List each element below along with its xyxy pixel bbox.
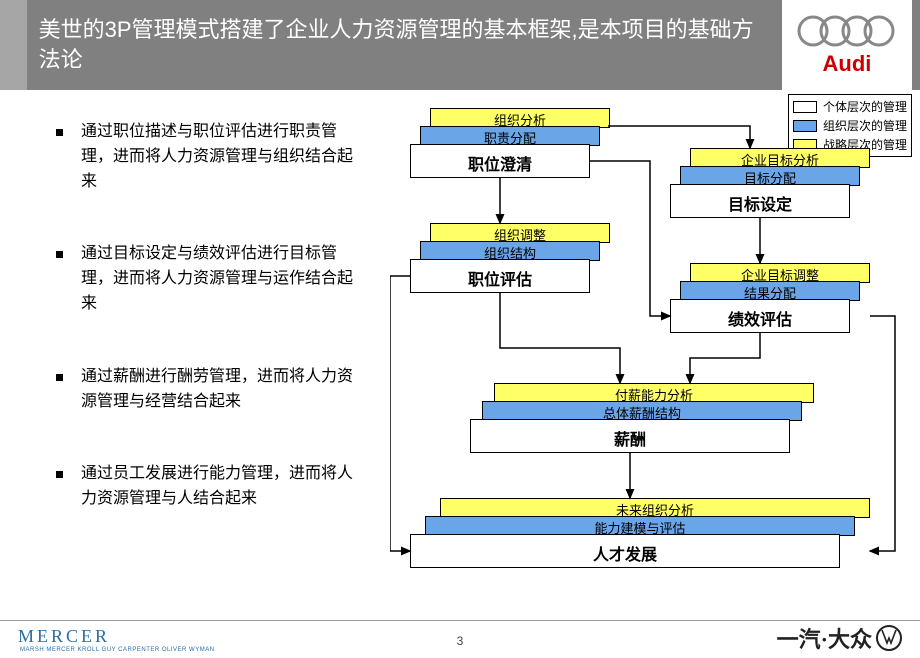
bullet-marker-icon: [56, 129, 63, 136]
layer-blue: 能力建模与评估: [425, 516, 855, 536]
layer-yellow: 企业目标分析: [690, 148, 870, 168]
layer-blue: 职责分配: [420, 126, 600, 146]
slide-footer: MERCER MARSH MERCER KROLL GUY CARPENTER …: [0, 620, 920, 658]
layer-blue: 组织结构: [420, 241, 600, 261]
bullet-marker-icon: [56, 251, 63, 258]
layer-yellow: 组织分析: [430, 108, 610, 128]
stack-position-eval: 组织调整 组织结构 职位评估: [410, 223, 610, 293]
slide-header: 美世的3P管理模式搭建了企业人力资源管理的基本框架,是本项目的基础方法论 Aud…: [0, 0, 920, 90]
audi-wordmark: Audi: [823, 51, 872, 77]
vw-logo-icon: [876, 625, 902, 651]
bullet-item: 通过员工发展进行能力管理，进而将人力资源管理与人结合起来: [56, 462, 366, 512]
header-accent: [0, 0, 27, 90]
layer-yellow: 未来组织分析: [440, 498, 870, 518]
stack-position-clarify: 组织分析 职责分配 职位澄清: [410, 108, 610, 178]
layer-blue: 目标分配: [680, 166, 860, 186]
stack-talent-dev: 未来组织分析 能力建模与评估 人才发展: [410, 498, 890, 568]
flowchart: 组织分析 职责分配 职位澄清 企业目标分析 目标分配 目标设定 组织调整 组织结…: [390, 108, 910, 618]
footer-left: MERCER MARSH MERCER KROLL GUY CARPENTER …: [18, 626, 215, 653]
bullet-text: 通过目标设定与绩效评估进行目标管理，进而将人力资源管理与运作结合起来: [81, 242, 366, 316]
bullet-text: 通过薪酬进行酬劳管理，进而将人力资源管理与经营结合起来: [81, 365, 366, 415]
layer-white: 职位评估: [410, 259, 590, 293]
slide-body: 通过职位描述与职位评估进行职责管理，进而将人力资源管理与组织结合起来 通过目标设…: [0, 90, 920, 620]
audi-rings-icon: [795, 13, 899, 49]
layer-yellow: 组织调整: [430, 223, 610, 243]
faw-vw-logo: 一汽·大众: [777, 622, 902, 654]
bullet-text: 通过员工发展进行能力管理，进而将人力资源管理与人结合起来: [81, 462, 366, 512]
bullet-text: 通过职位描述与职位评估进行职责管理，进而将人力资源管理与组织结合起来: [81, 120, 366, 194]
bullet-marker-icon: [56, 374, 63, 381]
layer-blue: 总体薪酬结构: [482, 401, 802, 421]
bullet-item: 通过职位描述与职位评估进行职责管理，进而将人力资源管理与组织结合起来: [56, 120, 366, 194]
stack-perf-eval: 企业目标调整 结果分配 绩效评估: [670, 263, 870, 333]
mercer-sub: MARSH MERCER KROLL GUY CARPENTER OLIVER …: [20, 647, 215, 653]
page-number: 3: [457, 634, 464, 648]
stack-goal-setting: 企业目标分析 目标分配 目标设定: [670, 148, 870, 218]
layer-blue: 结果分配: [680, 281, 860, 301]
mercer-logo: MERCER: [18, 626, 215, 647]
layer-white: 绩效评估: [670, 299, 850, 333]
layer-white: 职位澄清: [410, 144, 590, 178]
stack-compensation: 付薪能力分析 总体薪酬结构 薪酬: [470, 383, 830, 453]
layer-yellow: 付薪能力分析: [494, 383, 814, 403]
bullet-marker-icon: [56, 471, 63, 478]
layer-white: 人才发展: [410, 534, 840, 568]
bullet-list: 通过职位描述与职位评估进行职责管理，进而将人力资源管理与组织结合起来 通过目标设…: [56, 120, 366, 560]
layer-yellow: 企业目标调整: [690, 263, 870, 283]
audi-logo-block: Audi: [782, 0, 912, 90]
bullet-item: 通过薪酬进行酬劳管理，进而将人力资源管理与经营结合起来: [56, 365, 366, 415]
faw-vw-text: 一汽·大众: [777, 622, 872, 654]
layer-white: 目标设定: [670, 184, 850, 218]
bullet-item: 通过目标设定与绩效评估进行目标管理，进而将人力资源管理与运作结合起来: [56, 242, 366, 316]
layer-white: 薪酬: [470, 419, 790, 453]
